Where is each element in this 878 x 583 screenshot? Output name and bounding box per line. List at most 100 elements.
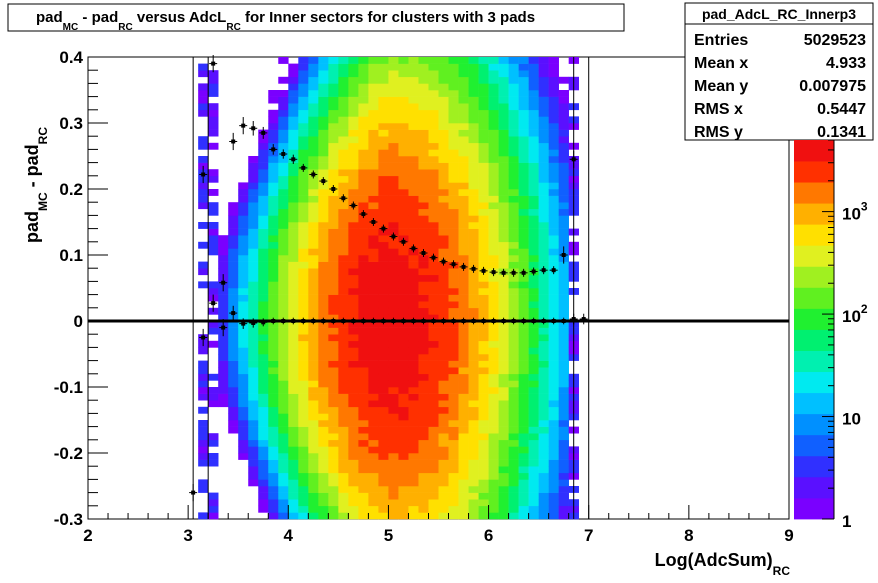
heatmap-cell [268,393,279,401]
heatmap-cell [558,499,569,507]
heatmap-cell [298,63,309,71]
heatmap-cell [348,347,359,355]
heatmap-cell [388,387,399,394]
heatmap-cell [358,512,369,520]
heatmap-cell [428,413,439,421]
heatmap-cell [278,499,289,507]
heatmap-cell [298,327,309,335]
heatmap-cell [288,169,299,177]
heatmap-cell [338,486,349,493]
heatmap-cell [368,413,379,421]
heatmap-cell [478,453,489,460]
heatmap-cell [298,182,309,190]
heatmap-cell [558,486,569,493]
heatmap-cell [288,142,299,150]
heatmap-cell [288,182,299,190]
heatmap-cell [438,175,449,183]
heatmap-cell [388,294,399,302]
heatmap-cell [208,321,219,328]
heatmap-cell [398,248,409,256]
heatmap-cell [498,96,509,104]
heatmap-cell [498,202,509,210]
y-axis-title-text-2: - pad [22,144,42,192]
heatmap-cell [268,439,279,447]
heatmap-cell [248,400,259,408]
heatmap-cell [558,162,569,170]
heatmap-cell [298,400,309,408]
heatmap-cell [498,288,509,295]
heatmap-cell [368,129,379,137]
heatmap-cell [518,261,529,269]
heatmap-cell [448,321,459,328]
heatmap-cell [258,373,269,381]
profile-upper-point [461,264,466,269]
profile-upper-point [541,268,546,273]
profile-lower-point [391,319,396,323]
heatmap-cell [368,70,379,78]
heatmap-cell [518,354,529,361]
heatmap-cell [538,70,549,78]
heatmap-cell [348,307,359,315]
heatmap-cell [528,182,539,190]
heatmap-cell [548,301,559,309]
heatmap-cell [248,380,259,388]
heatmap-cell [358,354,369,361]
heatmap-cell [268,472,279,480]
heatmap-cell [448,96,459,104]
heatmap-cell [518,109,529,117]
heatmap-cell [458,175,469,183]
heatmap-cell [198,70,209,78]
heatmap-cell [398,360,409,368]
heatmap-cell [468,109,479,117]
heatmap-cell [318,169,329,177]
heatmap-cell [558,472,569,480]
heatmap-cell [558,136,569,144]
heatmap-cell [488,175,499,183]
heatmap-cell [508,505,519,513]
heatmap-cell [308,90,319,97]
heatmap-cell [238,241,249,249]
heatmap-cell [478,63,489,71]
heatmap-cell [288,426,299,434]
heatmap-cell [478,373,489,381]
heatmap-cell [548,149,559,157]
heatmap-cell [348,327,359,335]
heatmap-cell [278,439,289,447]
heatmap-cell [238,453,249,460]
profile-lower-point [401,319,406,323]
heatmap-cell [338,248,349,256]
heatmap-cell [268,116,279,124]
heatmap-cell [508,281,519,289]
profile-upper-point [221,325,226,330]
heatmap-cell [258,149,269,157]
heatmap-cell [408,406,419,414]
heatmap-cell [248,169,259,177]
heatmap-cell [258,175,269,183]
heatmap-cell [448,354,459,361]
heatmap-cell [408,453,419,460]
heatmap-cell [508,175,519,183]
heatmap-cell [308,195,319,203]
heatmap-cell [278,433,289,441]
heatmap-cell [378,334,389,342]
heatmap-cell [378,288,389,295]
heatmap-cell [288,222,299,229]
heatmap-cell [388,439,399,447]
heatmap-cell [518,255,529,262]
heatmap-cell [278,156,289,163]
heatmap-cell [398,208,409,216]
profile-lower-point [511,319,516,323]
heatmap-cell [458,274,469,282]
heatmap-cell [458,347,469,355]
heatmap-cell [298,439,309,447]
heatmap-cell [478,307,489,315]
heatmap-cell [508,189,519,196]
heatmap-cell [298,512,309,520]
heatmap-cell [478,420,489,427]
heatmap-cell [218,393,229,401]
heatmap-cell [208,109,219,117]
vertical-guide-lines [192,57,590,519]
heatmap-cell [388,281,399,289]
heatmap-cell [248,195,259,203]
title-part-3: versus AdcL [133,9,227,26]
